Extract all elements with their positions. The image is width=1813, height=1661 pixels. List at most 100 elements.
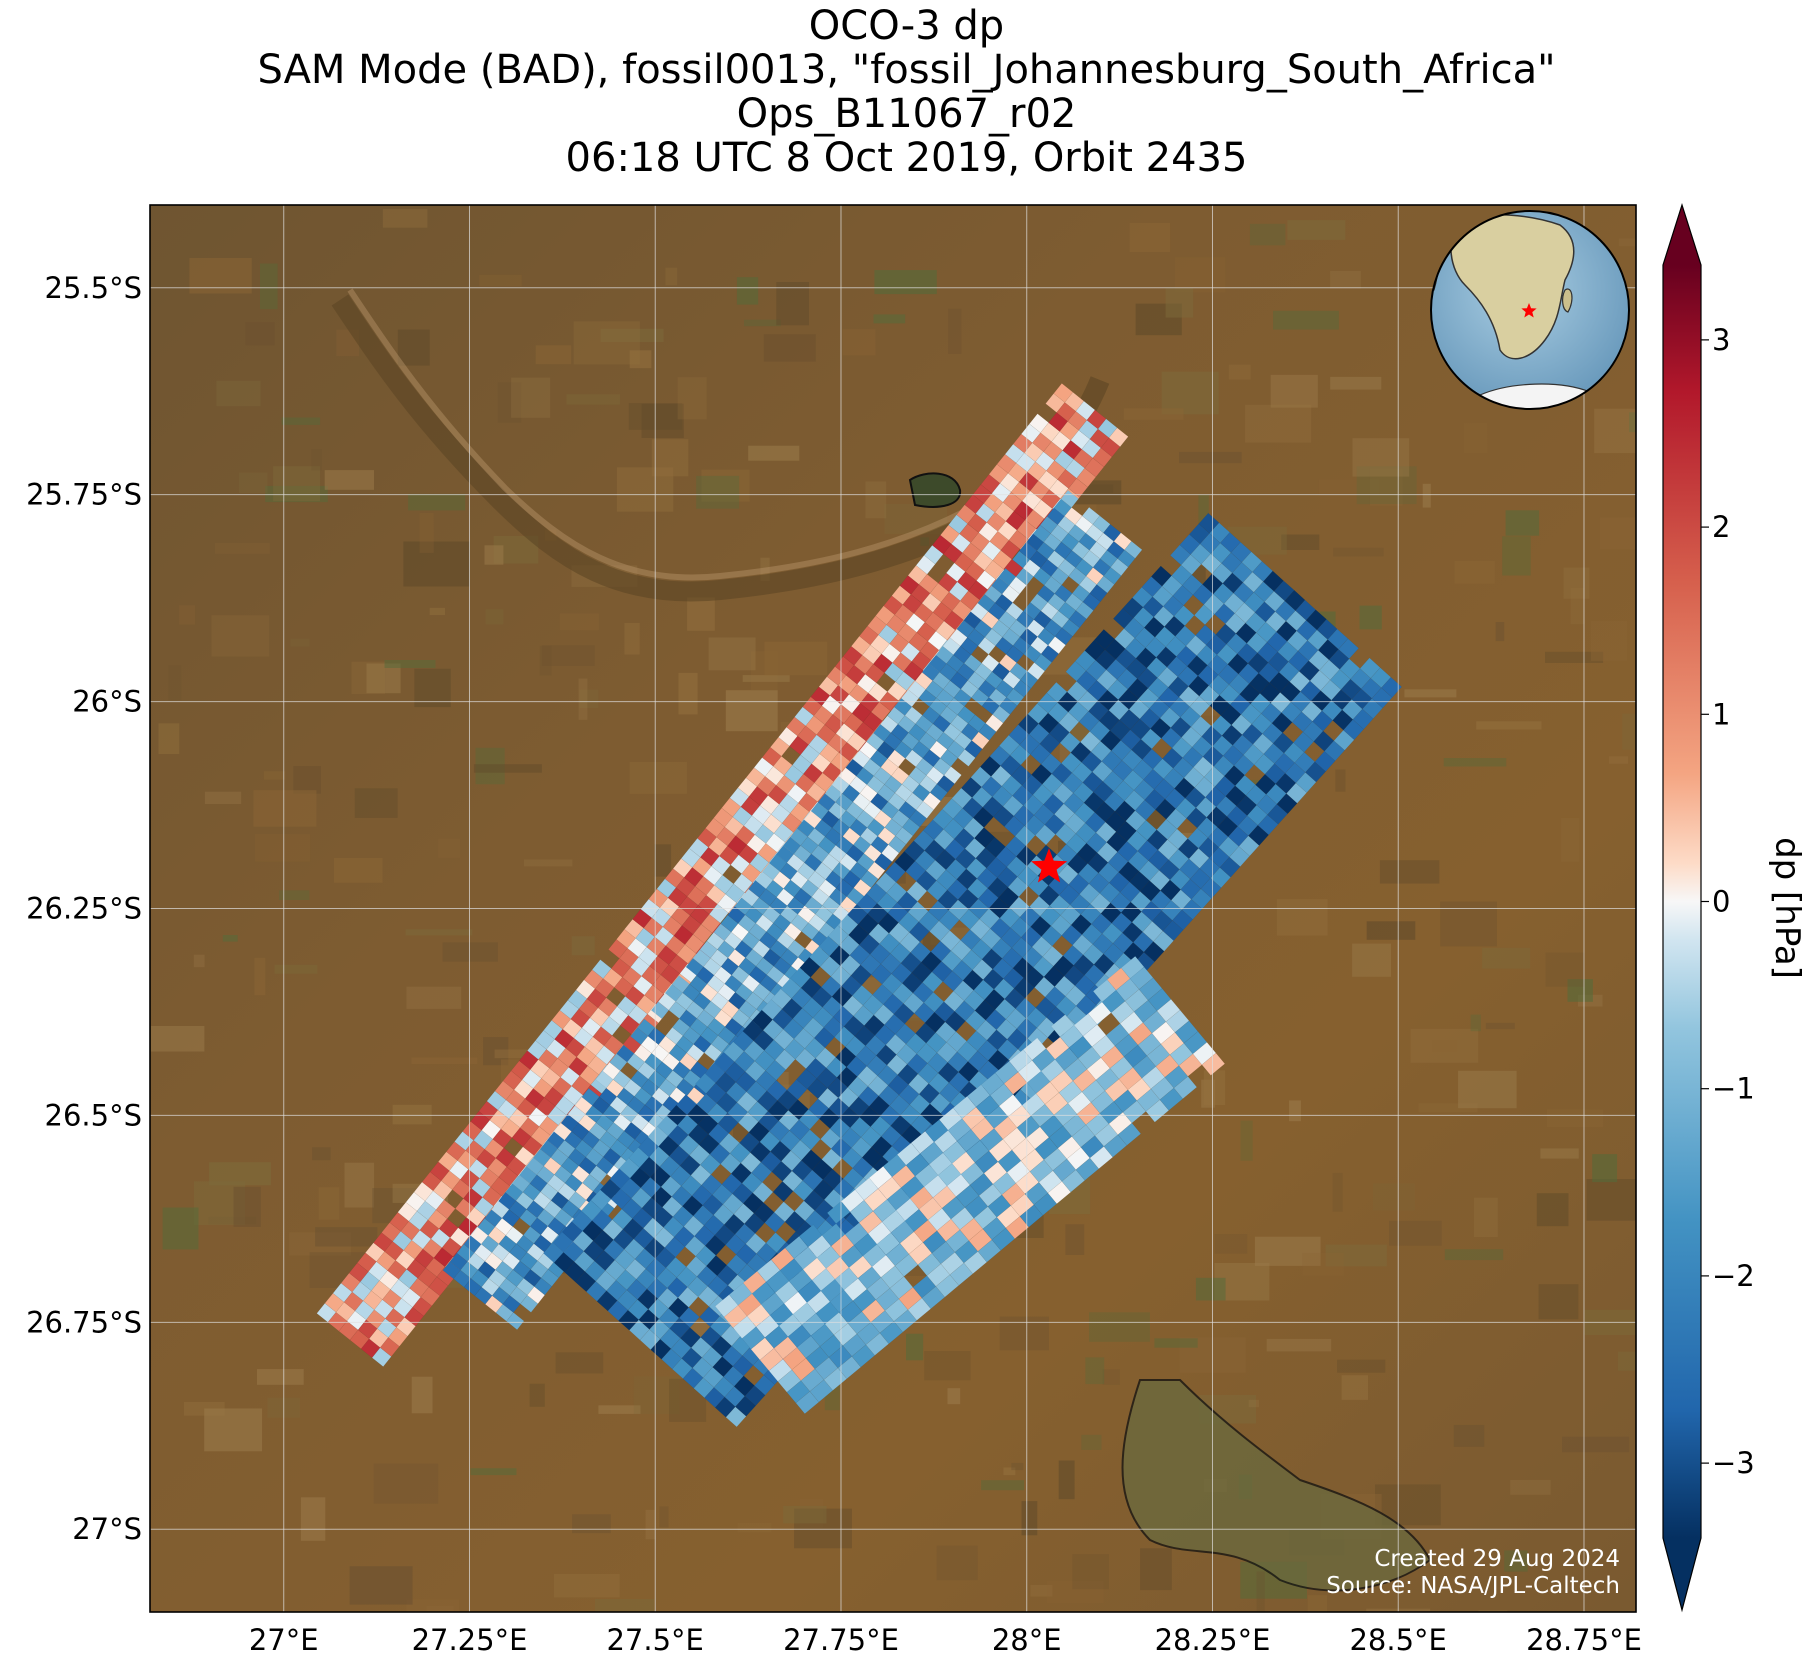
latitude-tick-label: 26.5°S xyxy=(45,1098,142,1132)
terrain-patch xyxy=(366,663,401,694)
terrain-patch xyxy=(1545,651,1604,663)
terrain-patch xyxy=(312,1147,331,1161)
map-title: OCO-3 dp SAM Mode (BAD), fossil0013, "fo… xyxy=(0,4,1813,180)
gridlines xyxy=(150,205,1636,1612)
terrain-patch xyxy=(1546,1109,1604,1128)
terrain-patch xyxy=(1591,620,1628,661)
terrain-patch xyxy=(485,609,504,625)
longitude-tick-label: 28.5°E xyxy=(1349,1623,1446,1657)
terrain-patch xyxy=(1011,1462,1024,1471)
terrain-patch xyxy=(701,469,750,502)
terrain-patch xyxy=(1440,901,1497,947)
terrain-patch xyxy=(408,493,466,511)
terrain-patch xyxy=(579,689,599,708)
colorbar-outline xyxy=(1662,203,1702,1613)
terrain-patch xyxy=(763,334,816,362)
escarpment-highlight xyxy=(347,288,977,581)
terrain-patch xyxy=(1332,1172,1343,1212)
terrain-patch xyxy=(1245,404,1312,443)
globe-africa xyxy=(1450,213,1575,360)
terrain-patch xyxy=(541,645,595,666)
terrain-patch xyxy=(641,403,684,438)
terrain-patch xyxy=(1453,1424,1485,1447)
terrain-patch xyxy=(1586,1179,1636,1221)
terrain-patch xyxy=(1175,257,1226,293)
created-credit: Created 29 Aug 2024 xyxy=(1374,1546,1620,1572)
latitude-tick-label: 26°S xyxy=(72,685,142,719)
terrain-patch xyxy=(873,314,906,324)
terrain-patch xyxy=(1249,223,1286,246)
terrain-patch xyxy=(737,1523,772,1533)
terrain-patch xyxy=(1003,1467,1016,1476)
terrain-patch xyxy=(1444,1249,1504,1261)
terrain-patch xyxy=(1599,517,1636,550)
terrain-patch xyxy=(760,557,770,581)
colorbar-gradient xyxy=(1663,265,1701,1538)
terrain-patch xyxy=(168,665,182,701)
terrain-patch xyxy=(1622,713,1636,750)
terrain-patch xyxy=(633,1376,680,1414)
terrain-patch xyxy=(783,1505,827,1524)
terrain-patch xyxy=(204,791,242,804)
terrain-patch xyxy=(884,503,947,534)
terrain-patch xyxy=(1248,1399,1260,1408)
terrain-patch xyxy=(254,957,266,996)
terrain-patch xyxy=(1504,1550,1528,1572)
terrain-patch xyxy=(725,690,778,732)
terrain-patch xyxy=(1366,921,1416,940)
colorbar-extend-min xyxy=(1663,1538,1701,1610)
terrain-patch xyxy=(799,1498,823,1529)
terrain-patch xyxy=(239,472,268,494)
terrain-patch xyxy=(1072,1554,1109,1590)
terrain-patch xyxy=(1538,1284,1579,1320)
terrain-patch xyxy=(315,1227,378,1247)
terrain-patch xyxy=(411,1057,478,1065)
terrain-patch xyxy=(257,1369,304,1385)
terrain-patch xyxy=(1154,1338,1198,1348)
terrain-patch xyxy=(1410,1028,1479,1063)
terrain-patch xyxy=(1254,1236,1321,1266)
terrain-patch xyxy=(318,1187,340,1220)
terrain-patch xyxy=(384,660,436,668)
terrain-patch xyxy=(473,764,542,773)
terrain-patch xyxy=(1563,567,1590,599)
terrain-patch xyxy=(665,267,678,286)
terrain-patch xyxy=(598,1405,641,1414)
terrain-patch xyxy=(677,377,707,420)
colorbar-tick-label: 2 xyxy=(1712,510,1730,544)
terrain-patch xyxy=(1341,1375,1368,1400)
terrain-patch xyxy=(529,1383,545,1407)
terrain-patch xyxy=(1281,534,1320,550)
terrain-patch xyxy=(279,890,310,900)
terrain-patch xyxy=(924,1351,971,1381)
terrain-patch xyxy=(1129,223,1171,252)
terrain-patch xyxy=(1179,451,1242,464)
terrain-patch xyxy=(1373,1183,1415,1211)
terrain-patch xyxy=(265,485,328,503)
terrain-patch xyxy=(214,542,270,554)
terrain-patch xyxy=(1352,943,1391,977)
terrain-patch xyxy=(273,466,321,502)
terrain-patch xyxy=(1214,1234,1248,1254)
terrain-patch xyxy=(1482,947,1531,969)
terrain-patch xyxy=(1594,408,1636,454)
map-area: Created 29 Aug 2024 Source: NASA/JPL-Cal… xyxy=(150,205,1636,1612)
terrain-patch xyxy=(1432,1040,1458,1052)
terrain-patch xyxy=(351,661,386,695)
terrain-patch xyxy=(1058,1460,1075,1500)
terrain-patch xyxy=(255,834,311,862)
terrain-patch xyxy=(554,1574,620,1598)
latitude-tick-label: 26.25°S xyxy=(26,892,142,926)
longitude-axis: 27°E 27.25°E 27.5°E 27.75°E 28°E 28.25°E 28.5°… xyxy=(249,1623,1642,1657)
terrain-patch xyxy=(573,321,640,365)
terrain-patch xyxy=(1102,1369,1120,1385)
terrain-patch xyxy=(281,417,321,425)
latitude-tick-label: 25.75°S xyxy=(26,478,142,512)
terrain-patch xyxy=(333,858,383,883)
title-line-1: OCO-3 dp xyxy=(808,3,1005,49)
terrain-patch xyxy=(981,1480,1025,1491)
terrain-patch xyxy=(651,439,689,477)
terrain-patch xyxy=(600,328,664,342)
sounding-cell xyxy=(943,766,962,785)
terrain-patch xyxy=(354,788,398,818)
